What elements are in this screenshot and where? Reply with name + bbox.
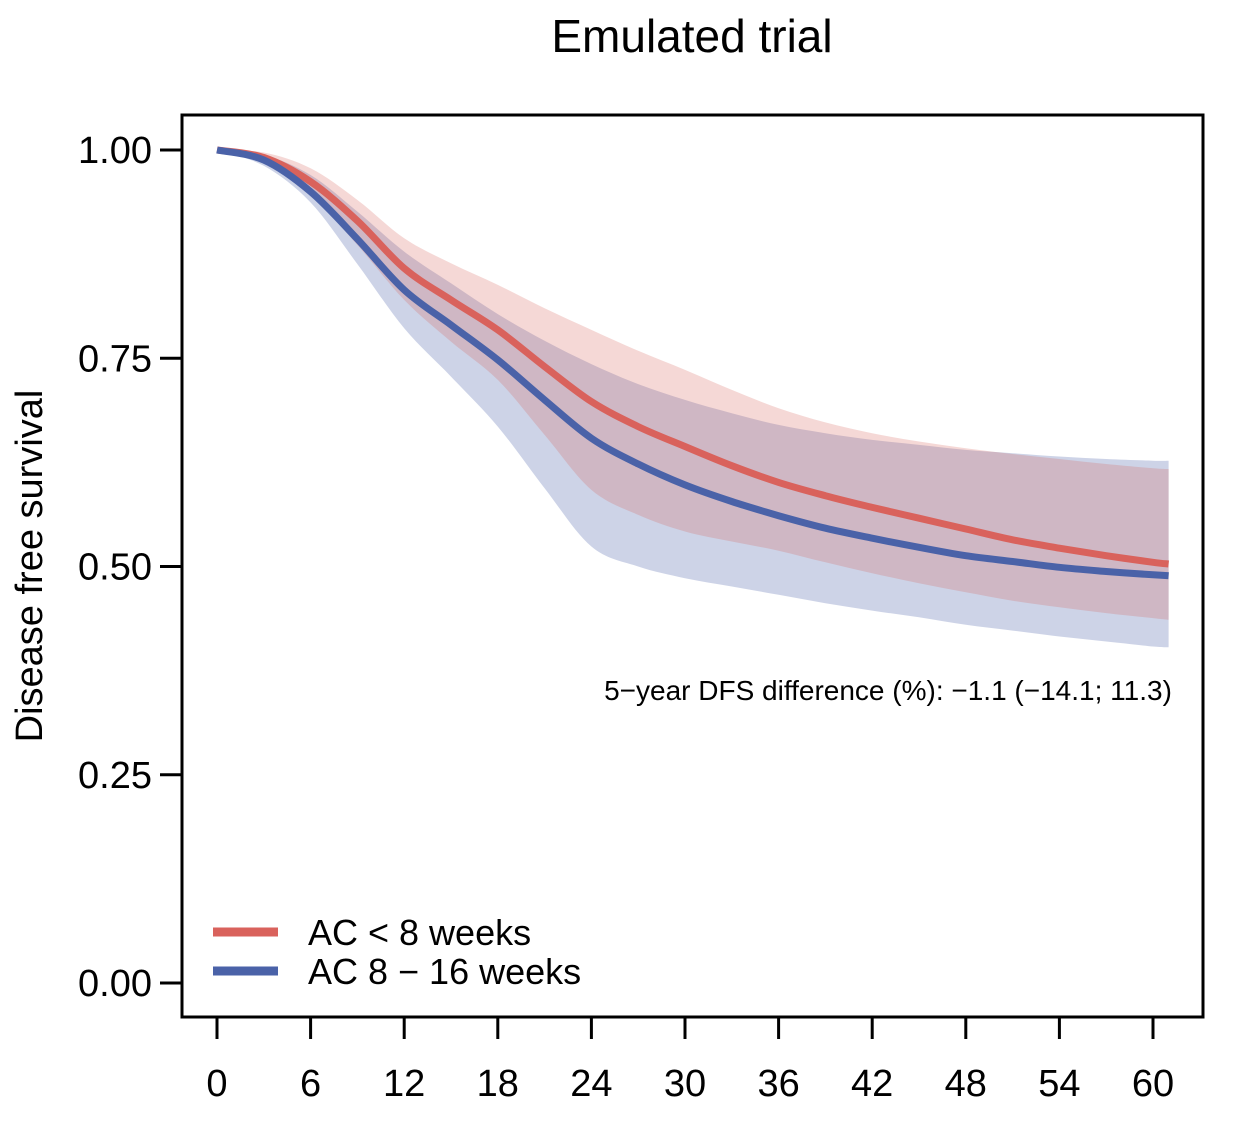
x-axis-ticks: 0 6 12 18 24 30 36 42 48 54 60 xyxy=(206,1017,1174,1105)
red-ci-band xyxy=(217,150,1169,620)
x-tick-label: 18 xyxy=(477,1063,519,1105)
y-tick-label: 0.00 xyxy=(78,963,152,1005)
annotation-dfs-difference: 5−year DFS difference (%): −1.1 (−14.1; … xyxy=(604,675,1172,706)
red-curve xyxy=(216,146,1170,568)
x-tick-label: 36 xyxy=(757,1063,799,1105)
x-tick-label: 6 xyxy=(300,1063,321,1105)
x-tick-label: 48 xyxy=(945,1063,987,1105)
legend: AC < 8 weeks AC 8 − 16 weeks xyxy=(213,912,581,992)
chart-title: Emulated trial xyxy=(551,10,832,62)
x-tick-label: 60 xyxy=(1132,1063,1174,1105)
x-tick-label: 12 xyxy=(383,1063,425,1105)
y-tick-label: 0.75 xyxy=(78,338,152,380)
legend-red-label: AC < 8 weeks xyxy=(308,912,531,953)
x-tick-label: 54 xyxy=(1038,1063,1080,1105)
x-tick-label: 0 xyxy=(206,1063,227,1105)
y-tick-label: 0.25 xyxy=(78,755,152,797)
x-tick-label: 30 xyxy=(664,1063,706,1105)
y-axis-ticks: 0.00 0.25 0.50 0.75 1.00 xyxy=(78,130,182,1005)
y-tick-label: 0.50 xyxy=(78,547,152,589)
x-tick-label: 42 xyxy=(851,1063,893,1105)
blue-curve xyxy=(216,146,1169,580)
y-axis-label: Disease free survival xyxy=(9,390,51,743)
y-tick-label: 1.00 xyxy=(78,130,152,172)
legend-blue-label: AC 8 − 16 weeks xyxy=(308,951,581,992)
x-tick-label: 24 xyxy=(570,1063,612,1105)
